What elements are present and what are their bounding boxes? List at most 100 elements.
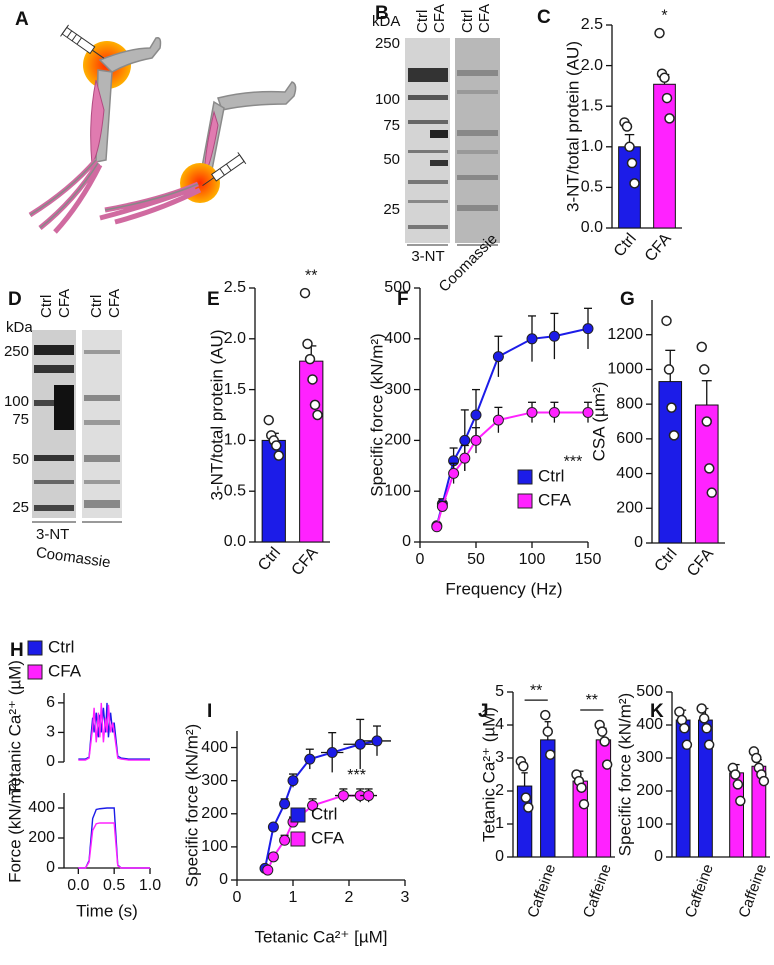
y-tick-label: 400 [384,330,411,347]
data-point [307,374,318,385]
marker-label: 75 [12,411,29,428]
data-point [661,92,673,104]
data-point [704,463,715,474]
data-point [666,402,677,413]
y-tick-label: 200 [384,432,411,449]
y-tick-label: 400 [636,716,663,733]
data-point [337,790,349,802]
y-tick-label: 400 [201,739,228,756]
x-tick-label: CFA [289,544,322,579]
data-point [663,364,675,375]
y-tick-label: 1200 [607,326,643,343]
y-tick-label: 2.5 [581,16,603,33]
y-tick-label: 0.0 [581,219,603,236]
y-tick-label: 1000 [607,361,643,378]
data-point [523,802,534,813]
y-tick-label: 800 [616,395,643,412]
y-tick-label: 4 [495,716,504,733]
y-tick-label: 0.0 [224,533,246,550]
data-point [654,27,665,39]
lane-label: CFA [476,4,493,33]
leg-illustration [28,24,297,234]
y-tick-label: 0 [402,533,411,550]
y-tick-label: 0 [495,848,504,865]
x-tick-label: Caffeine [580,862,615,920]
lane-label: Ctrl [88,295,105,318]
data-point [624,141,635,153]
y-tick-label: 500 [384,279,411,296]
y-axis-label: Specific force (kN/m²) [182,724,201,887]
data-point [758,775,770,787]
y-tick-label: 200 [201,805,228,822]
data-point [459,452,471,464]
x-axis-label: Time (s) [76,901,138,920]
legend-label: Ctrl [311,804,337,823]
data-point [299,287,311,299]
data-point [307,800,319,811]
marker-label: 50 [383,151,400,168]
data-point [518,761,529,772]
significance: *** [564,454,583,471]
data-point [596,726,608,737]
series-line [78,822,150,869]
data-point [273,450,284,461]
y-tick-label: 0 [219,871,228,888]
y-tick-label: 6 [46,694,55,711]
data-point [312,409,323,421]
y-tick-label: 200 [616,500,643,517]
data-point [326,747,338,759]
data-point [526,406,538,418]
y-tick-label: 1.5 [581,97,603,114]
lane-label: CFA [106,289,123,318]
y-tick-label: 5 [495,683,504,700]
blot-unit: kDa [6,319,33,336]
legend-label: Ctrl [538,466,564,485]
y-axis-label: Tetanic Ca²⁺ (µM) [5,660,24,795]
data-point [732,779,744,790]
y-tick-label: 500 [636,683,663,700]
x-tick-label: 0 [233,889,242,906]
panel-letter: A [15,9,29,30]
panel-letter: G [620,289,635,310]
lane-label: Ctrl [38,295,55,318]
data-point [354,738,366,750]
y-tick-label: 300 [201,772,228,789]
data-point [578,798,590,810]
y-axis-label: 3-NT/total protein (AU) [563,41,582,212]
legend-label: CFA [48,661,82,680]
legend-swatch [517,469,533,485]
x-tick-label: 1 [289,889,298,906]
data-point [262,864,274,876]
x-tick-label: Caffeine [682,862,717,920]
x-axis-label: Frequency (Hz) [445,579,562,598]
panel-letter: F [397,289,409,310]
data-point [302,338,313,350]
marker-label: 75 [383,117,400,134]
data-point [492,351,504,363]
data-point [309,399,321,411]
data-point [431,521,443,533]
y-tick-label: 1.0 [224,432,246,449]
marker-label: 100 [4,393,29,410]
x-tick-label: CFA [642,230,675,265]
data-point [668,430,680,441]
data-point [664,113,675,124]
marker-label: 25 [12,499,29,516]
legend-swatch [27,640,43,656]
x-tick-label: CFA [684,545,717,580]
panel-letter: C [537,7,551,28]
data-point [304,753,316,765]
data-point [448,467,460,479]
y-tick-label: 100 [636,815,663,832]
y-tick-label: 3 [46,724,55,741]
data-point [540,709,551,721]
western-blot: D kDa Ctrl CFA Ctrl CFA 250 100 75 50 25… [4,289,123,572]
marker-label: 250 [4,343,29,360]
x-tick-label: 0.5 [103,877,125,894]
bar [653,83,676,229]
data-point [730,769,741,780]
y-tick-label: 2.0 [224,330,246,347]
data-point [267,851,279,863]
y-tick-label: 0 [46,753,55,770]
